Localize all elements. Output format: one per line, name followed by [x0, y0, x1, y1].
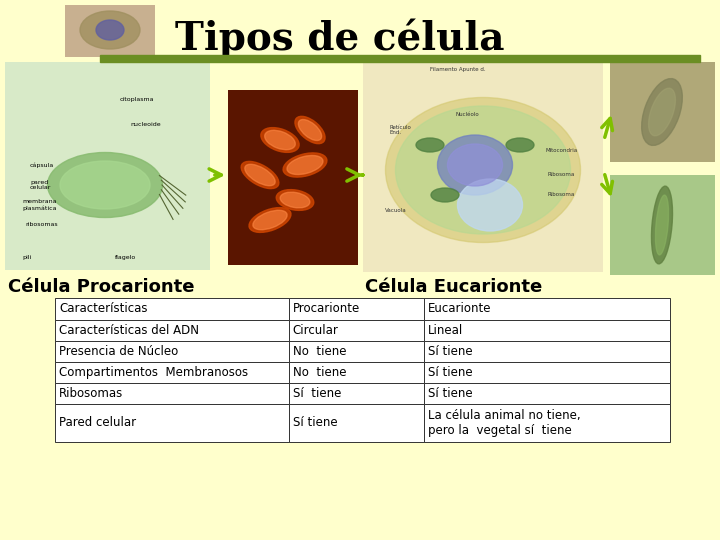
- Ellipse shape: [652, 186, 672, 264]
- Bar: [5, 62, 210, 270]
- Text: pared
celular: pared celular: [30, 180, 51, 191]
- Bar: [424, 362, 670, 383]
- Bar: [424, 320, 670, 341]
- Text: citoplasma: citoplasma: [120, 98, 155, 103]
- Text: Características del ADN: Características del ADN: [59, 324, 199, 337]
- Ellipse shape: [265, 130, 295, 150]
- Text: Célula Procarionte: Célula Procarionte: [8, 278, 194, 296]
- Text: cápsula: cápsula: [30, 162, 54, 168]
- Text: Circular: Circular: [293, 324, 338, 337]
- Bar: [65, 5, 155, 57]
- Text: Ribosoma: Ribosoma: [548, 172, 575, 178]
- Text: Ribosomas: Ribosomas: [59, 387, 123, 400]
- Ellipse shape: [416, 138, 444, 152]
- Text: Sí  tiene: Sí tiene: [293, 387, 341, 400]
- Text: Procarionte: Procarionte: [293, 302, 360, 315]
- Ellipse shape: [48, 152, 163, 218]
- Ellipse shape: [655, 195, 669, 255]
- Bar: [100, 55, 700, 62]
- Text: No  tiene: No tiene: [293, 366, 346, 379]
- Text: membrana
plasmática: membrana plasmática: [22, 199, 56, 211]
- Ellipse shape: [280, 192, 310, 208]
- Text: Eucarionte: Eucarionte: [428, 302, 492, 315]
- Text: ribosomas: ribosomas: [25, 222, 58, 227]
- Text: Sí tiene: Sí tiene: [428, 366, 472, 379]
- Text: Lineal: Lineal: [428, 324, 463, 337]
- Text: pili: pili: [22, 255, 31, 260]
- Text: Presencia de Núcleo: Presencia de Núcleo: [59, 345, 179, 358]
- Bar: [289, 298, 424, 320]
- Ellipse shape: [431, 188, 459, 202]
- Text: Sí tiene: Sí tiene: [428, 387, 472, 400]
- Ellipse shape: [298, 119, 322, 140]
- Bar: [55, 362, 289, 383]
- Text: Sí tiene: Sí tiene: [428, 345, 472, 358]
- Ellipse shape: [295, 116, 325, 144]
- Ellipse shape: [253, 210, 287, 230]
- Text: Características: Características: [59, 302, 148, 315]
- Ellipse shape: [385, 98, 580, 242]
- Text: Tipos de célula: Tipos de célula: [175, 18, 505, 58]
- Ellipse shape: [80, 11, 140, 49]
- Ellipse shape: [261, 127, 300, 152]
- Bar: [289, 362, 424, 383]
- Bar: [289, 320, 424, 341]
- Text: Nucléolo: Nucléolo: [455, 112, 479, 118]
- Ellipse shape: [448, 144, 503, 186]
- Ellipse shape: [60, 161, 150, 209]
- Bar: [424, 298, 670, 320]
- Ellipse shape: [457, 179, 523, 231]
- Text: nucleoide: nucleoide: [130, 123, 161, 127]
- Bar: [289, 341, 424, 362]
- Text: No  tiene: No tiene: [293, 345, 346, 358]
- Text: Ribosoma: Ribosoma: [548, 192, 575, 198]
- Ellipse shape: [96, 20, 124, 40]
- Text: Vacuola: Vacuola: [385, 207, 407, 213]
- Ellipse shape: [287, 156, 323, 174]
- Bar: [424, 383, 670, 404]
- Bar: [610, 62, 715, 162]
- Bar: [289, 404, 424, 442]
- Bar: [289, 383, 424, 404]
- Bar: [55, 298, 289, 320]
- Text: La célula animal no tiene,
pero la  vegetal sí  tiene: La célula animal no tiene, pero la veget…: [428, 409, 580, 437]
- Text: flagelo: flagelo: [115, 255, 136, 260]
- Bar: [55, 383, 289, 404]
- Text: Mitocondria: Mitocondria: [545, 147, 577, 152]
- Text: Filamento Apunte d.: Filamento Apunte d.: [430, 68, 485, 72]
- Ellipse shape: [438, 135, 513, 195]
- Ellipse shape: [245, 164, 275, 186]
- Bar: [424, 341, 670, 362]
- Ellipse shape: [642, 79, 683, 145]
- Ellipse shape: [283, 153, 327, 177]
- Text: Sí tiene: Sí tiene: [293, 416, 338, 429]
- Ellipse shape: [649, 88, 675, 136]
- Text: Compartimentos  Membranosos: Compartimentos Membranosos: [59, 366, 248, 379]
- Ellipse shape: [276, 190, 314, 211]
- Bar: [424, 404, 670, 442]
- Text: Retículo
End.: Retículo End.: [390, 125, 412, 136]
- Text: Célula Eucarionte: Célula Eucarionte: [365, 278, 542, 296]
- Bar: [55, 404, 289, 442]
- Bar: [55, 341, 289, 362]
- Ellipse shape: [241, 161, 279, 188]
- Ellipse shape: [249, 207, 291, 232]
- Ellipse shape: [395, 106, 570, 234]
- Ellipse shape: [506, 138, 534, 152]
- Bar: [228, 90, 358, 265]
- Bar: [55, 320, 289, 341]
- Bar: [610, 175, 715, 275]
- Bar: [363, 62, 603, 272]
- Text: Pared celular: Pared celular: [59, 416, 136, 429]
